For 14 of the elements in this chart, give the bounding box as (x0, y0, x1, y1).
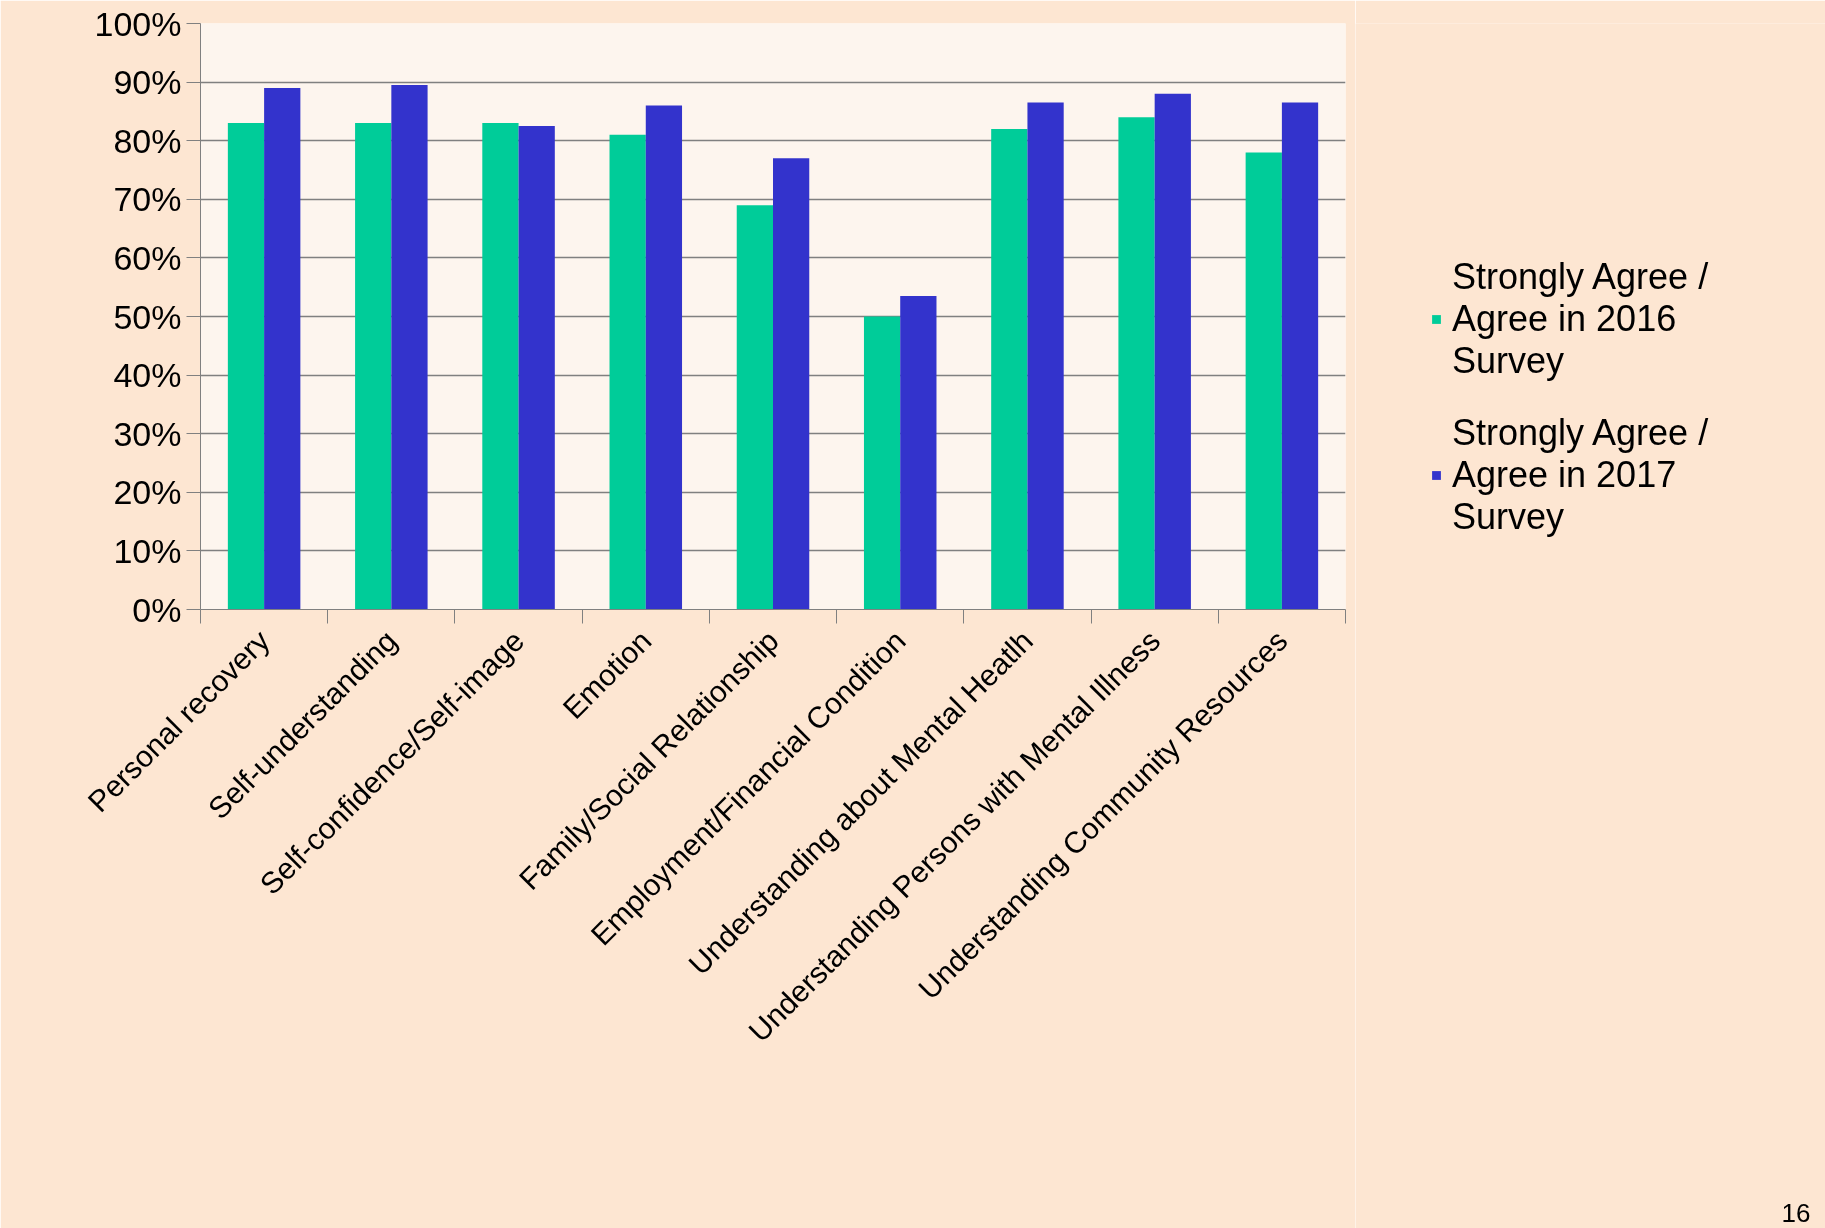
y-tick-label: 80% (113, 121, 182, 160)
text: 16 (1781, 1197, 1811, 1228)
y-tick-label: 60% (113, 238, 182, 277)
legend-label: Strongly Agree / Agree in 2017 Survey (1452, 412, 1709, 538)
y-tick-label: 40% (113, 356, 182, 395)
legend-label: Strongly Agree / Agree in 2016 Survey (1452, 256, 1709, 382)
y-tick-label: 10% (113, 531, 182, 570)
y-tick-label: 100% (94, 4, 182, 43)
y-tick-label: 70% (113, 180, 182, 219)
y-tick-label: 0% (132, 590, 182, 629)
y-tick-label: 30% (113, 414, 182, 453)
y-tick-label: 90% (113, 63, 182, 102)
y-tick-label: 50% (113, 297, 182, 336)
y-tick-label: 20% (113, 473, 182, 512)
